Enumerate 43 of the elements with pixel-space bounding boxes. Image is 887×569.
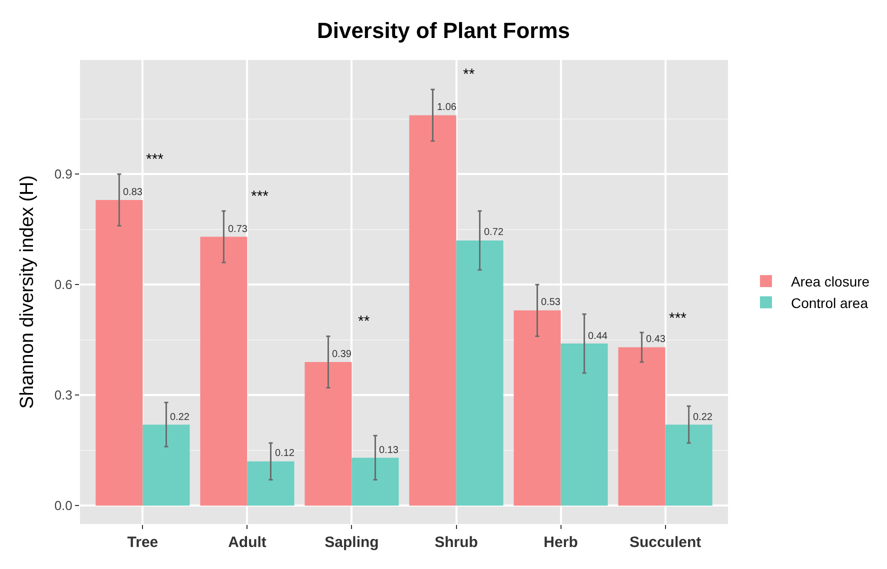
data-label: 0.83: [123, 187, 143, 198]
y-tick-label: 0.6: [54, 277, 72, 292]
annotation: ***: [146, 151, 164, 168]
annotation: **: [463, 66, 475, 83]
data-label: 0.39: [332, 349, 352, 360]
annotation: ***: [669, 310, 687, 327]
annotation: ***: [251, 188, 269, 205]
data-label: 0.22: [693, 412, 713, 423]
data-label: 0.72: [484, 227, 504, 238]
y-tick-label: 0.3: [54, 388, 72, 403]
bar: [409, 115, 456, 506]
bar: [304, 362, 352, 506]
y-tick-label: 0.0: [54, 498, 72, 514]
legend-label: Area closure: [790, 274, 870, 290]
x-tick-label: Tree: [127, 534, 158, 551]
x-tick-label: Succulent: [629, 534, 702, 551]
x-tick-label: Herb: [544, 534, 578, 551]
bar: [560, 344, 608, 506]
data-label: 0.73: [228, 224, 248, 235]
data-label: 0.44: [588, 331, 608, 342]
bar: [352, 458, 399, 506]
data-label: 0.12: [275, 448, 295, 459]
bar: [514, 310, 561, 506]
bar: [200, 236, 248, 506]
data-label: 0.43: [646, 334, 666, 345]
bar: [247, 461, 294, 506]
data-label: 1.06: [437, 102, 457, 113]
bar: [456, 240, 504, 506]
x-tick-label: Sapling: [324, 534, 379, 551]
bar: [618, 347, 666, 506]
chart-title: Diversity of Plant Forms: [316, 18, 570, 44]
legend-label: Control area: [790, 294, 868, 311]
bar: [96, 200, 143, 506]
data-label: 0.22: [170, 412, 190, 423]
bar: [665, 424, 712, 506]
y-axis-title: Shannon diversity index (H): [17, 175, 38, 409]
data-label: 0.53: [541, 297, 561, 308]
bar: [142, 424, 190, 506]
annotation: **: [358, 313, 370, 330]
x-tick-label: Shrub: [434, 534, 478, 551]
y-tick-label: 0.9: [54, 166, 72, 182]
data-label: 0.13: [379, 445, 399, 456]
x-tick-label: Adult: [228, 534, 266, 551]
